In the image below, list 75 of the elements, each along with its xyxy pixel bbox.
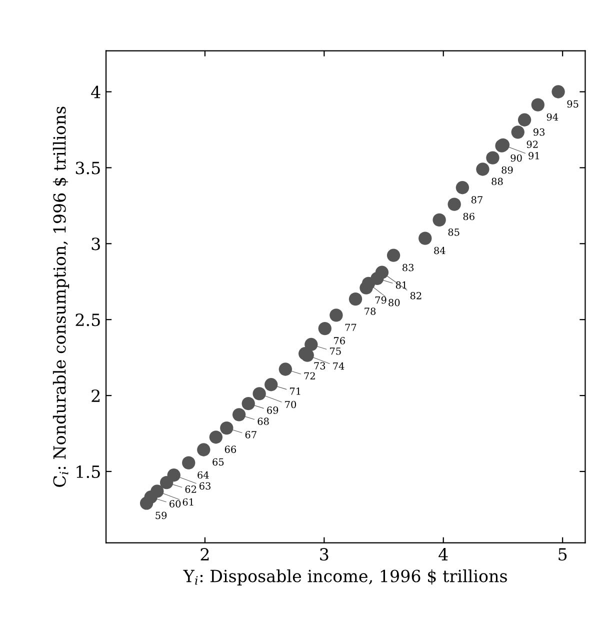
point [220,421,234,435]
annotation: 59 [156,512,167,520]
point [448,198,461,211]
annotation: 68 [258,418,269,425]
annotation: 61 [182,498,194,506]
annotation: 72 [304,372,315,380]
annotation: 74 [333,362,344,370]
point [531,98,544,112]
y-tick-label: 1.5 [76,465,100,478]
point [330,308,343,322]
annotation: 70 [285,400,296,408]
point [418,232,432,245]
point [252,387,266,400]
annotation: 62 [185,486,196,493]
annotation: 65 [212,458,224,466]
annotation: 89 [502,166,513,174]
annotation: 76 [334,337,345,344]
x-axis-title: Y$_{i}$: Disposable income, 1996 $ trillions [183,569,507,586]
x-tick-label: 3 [320,548,328,561]
y-tick-label: 3.5 [76,162,100,174]
annotation: 66 [224,446,236,454]
annotation: 82 [410,292,422,300]
point [348,292,362,306]
annotation: 83 [402,264,414,272]
annotation: 92 [526,140,538,148]
annotation: 77 [345,324,356,331]
point [278,362,292,376]
annotation: 60 [170,500,181,508]
y-tick-label: 2.5 [76,314,100,326]
annotation: 94 [546,113,558,121]
annotation: 87 [471,196,482,204]
point [476,162,490,176]
point [511,126,524,139]
annotation: 85 [448,228,460,236]
annotation: 91 [528,152,539,160]
annotation: 63 [200,482,210,490]
annotation: 90 [510,154,522,162]
point [209,430,223,444]
annotation: 86 [463,212,474,220]
point [375,266,389,279]
point [318,322,332,336]
point [242,396,255,410]
annotation: 73 [314,362,326,370]
point [552,85,565,98]
x-tick-label: 4 [438,548,448,560]
point [456,181,470,194]
annotation: 95 [567,100,578,108]
annotation: 84 [434,246,446,254]
point [150,484,164,498]
annotation: 64 [198,471,209,479]
annotation: 75 [330,348,341,355]
point [232,408,246,422]
annotation: 93 [533,128,545,136]
y-axis-title: C$_{i}$: Nondurable consumption, 1996 $ trillions [52,106,70,487]
point [197,443,210,456]
point [518,113,532,126]
annotation: 71 [290,388,300,395]
annotation: 79 [375,296,386,304]
annotation: 88 [492,178,503,186]
x-tick-label: 2 [200,548,209,560]
point [264,378,278,392]
annotation: 78 [364,308,376,315]
y-tick-label: 3 [92,238,100,250]
y-tick-label: 2 [92,389,100,402]
y-tick-label: 4 [91,86,100,98]
annotation: 80 [388,298,400,306]
point [432,213,446,227]
point [486,151,500,164]
point [182,456,196,470]
point [304,338,318,352]
point [167,468,180,482]
annotation: 67 [245,430,256,438]
point [386,248,400,262]
x-tick-label: 5 [558,548,567,561]
annotation: 69 [267,406,278,414]
